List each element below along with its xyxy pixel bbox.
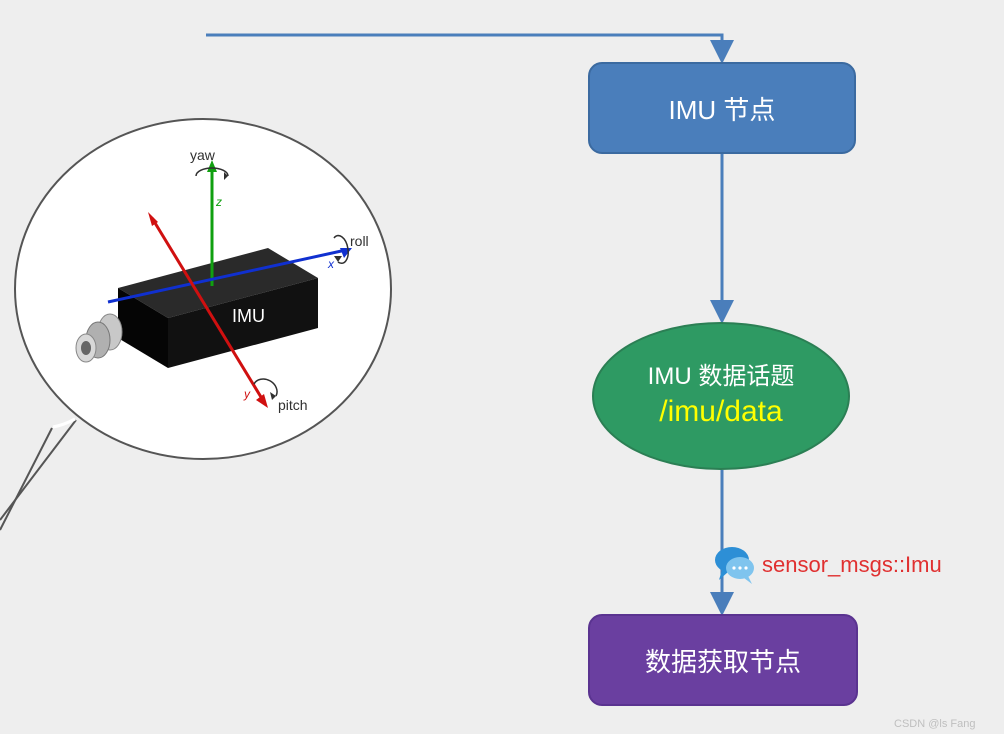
svg-text:y: y bbox=[243, 387, 251, 401]
node-topic-line2: /imu/data bbox=[659, 392, 782, 431]
node-consumer-label: 数据获取节点 bbox=[645, 642, 801, 679]
svg-text:x: x bbox=[327, 257, 335, 271]
svg-text:z: z bbox=[215, 195, 222, 209]
node-consumer: 数据获取节点 bbox=[588, 614, 858, 706]
node-imu-label: IMU 节点 bbox=[669, 90, 776, 127]
imu-illustration: IMU z yaw x roll bbox=[0, 0, 420, 545]
axis-x-label: roll bbox=[350, 233, 369, 249]
imu-box-label: IMU bbox=[232, 306, 265, 326]
node-topic: IMU 数据话题 /imu/data bbox=[592, 322, 850, 470]
illustration-bubble-tail-2 bbox=[0, 428, 52, 530]
illustration-bubble-tail-1 bbox=[0, 420, 76, 520]
axis-z-label: yaw bbox=[190, 147, 216, 163]
annotation-sensor-msgs: sensor_msgs::Imu bbox=[762, 552, 942, 578]
node-topic-line1: IMU 数据话题 bbox=[648, 361, 795, 392]
axis-y-label: pitch bbox=[278, 397, 308, 413]
watermark: CSDN @ls Fang bbox=[894, 718, 975, 730]
diagram-canvas: IMU 节点 IMU 数据话题 /imu/data 数据获取节点 sensor_… bbox=[0, 0, 1004, 734]
chat-icon bbox=[712, 542, 760, 595]
node-imu: IMU 节点 bbox=[588, 62, 856, 154]
